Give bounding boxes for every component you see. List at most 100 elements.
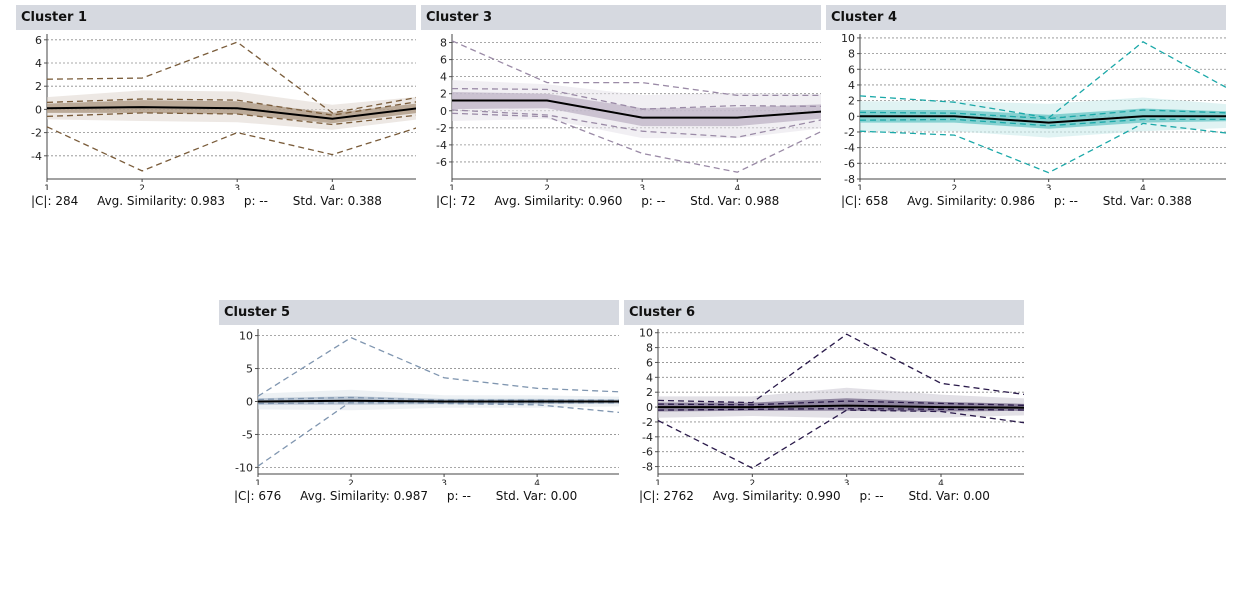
y-tick-label: -4 xyxy=(642,431,653,444)
envelope-line xyxy=(451,112,821,173)
avg-similarity: Avg. Similarity: 0.986 xyxy=(907,194,1035,208)
y-tick-label: -4 xyxy=(31,150,42,163)
y-tick-label: -2 xyxy=(844,126,855,139)
cluster-panel-5: Cluster 5 10 5 0 -5 -10 1 2 3 4 |C|: 676 Avg. Si… xyxy=(219,300,619,510)
envelope-line xyxy=(257,336,619,397)
envelope-line xyxy=(46,112,416,126)
y-tick-label: -6 xyxy=(642,446,653,459)
panel-title: Cluster 4 xyxy=(831,10,898,25)
x-tick-label: 4 xyxy=(734,184,740,190)
panel-title: Cluster 6 xyxy=(629,305,696,320)
y-tick-label: 2 xyxy=(848,95,855,108)
std-var: Std. Var: 0.388 xyxy=(1102,194,1192,208)
panel-header: Cluster 6 xyxy=(624,300,1024,325)
envelope-line xyxy=(257,402,619,405)
panel-header: Cluster 4 xyxy=(826,5,1226,30)
p-value: p: -- xyxy=(446,489,471,503)
envelope-line xyxy=(257,396,619,401)
y-tick-label: 0 xyxy=(246,396,253,409)
x-tick-label: 3 xyxy=(234,184,240,190)
y-tick-label: 2 xyxy=(440,88,447,101)
x-tick-label: 3 xyxy=(1046,184,1052,190)
panel-title: Cluster 3 xyxy=(426,10,493,25)
x-tick-label: 3 xyxy=(639,184,645,190)
y-tick-label: 4 xyxy=(646,371,653,384)
x-tick-label: 1 xyxy=(655,479,661,485)
y-tick-label: -10 xyxy=(235,461,253,474)
std-var: Std. Var: 0.388 xyxy=(292,194,382,208)
x-tick-label: 3 xyxy=(844,479,850,485)
y-tick-label: -5 xyxy=(242,428,253,441)
cluster-chart: 6 4 2 0 -2 -4 1 2 3 4 xyxy=(31,34,416,190)
panel-title: Cluster 1 xyxy=(21,10,88,25)
cluster-chart: 10 5 0 -5 -101 2 3 4 xyxy=(235,329,619,485)
y-tick-label: 0 xyxy=(35,103,42,116)
y-tick-label: 8 xyxy=(440,37,447,50)
y-tick-label: -8 xyxy=(844,173,855,186)
envelope-line xyxy=(657,407,1024,411)
avg-similarity: Avg. Similarity: 0.983 xyxy=(97,194,225,208)
y-tick-label: 10 xyxy=(639,327,653,340)
y-tick-label: 0 xyxy=(848,110,855,123)
y-tick-label: 4 xyxy=(35,57,42,70)
x-tick-label: 1 xyxy=(449,184,455,190)
cluster-stats: |C|: 284 Avg. Similarity: 0.983 p: -- St… xyxy=(31,194,382,208)
cluster-panel-3: Cluster 3 8 6 4 2 0 -2 -4 -6 1 2 3 4 |C|: 72 Avg. S… xyxy=(421,5,821,215)
envelope-line xyxy=(657,333,1024,404)
cluster-panel-1: Cluster 1 6 4 2 0 -2 -4 1 2 3 4 |C|: 284 Avg. Sim… xyxy=(16,5,416,215)
cluster-stats: |C|: 2762 Avg. Similarity: 0.990 p: -- S… xyxy=(639,489,990,503)
envelope-line xyxy=(257,400,619,467)
y-tick-label: 10 xyxy=(239,330,253,343)
x-tick-label: 2 xyxy=(951,184,957,190)
p-value: p: -- xyxy=(243,194,268,208)
envelope-line xyxy=(859,41,1226,119)
x-tick-label: 4 xyxy=(329,184,335,190)
avg-similarity: Avg. Similarity: 0.987 xyxy=(300,489,428,503)
y-tick-label: 4 xyxy=(848,79,855,92)
mean-line xyxy=(860,115,1226,124)
envelope-line xyxy=(451,87,821,110)
x-tick-label: 1 xyxy=(255,479,261,485)
p-value: p: -- xyxy=(641,194,666,208)
envelope-line xyxy=(657,400,1024,406)
mean-line xyxy=(658,404,1024,409)
panel-header: Cluster 3 xyxy=(421,5,821,30)
cluster-size: |C|: 676 xyxy=(234,489,282,503)
x-tick-label: 1 xyxy=(44,184,50,190)
x-tick-label: 4 xyxy=(938,479,944,485)
y-tick-label: 10 xyxy=(841,32,855,45)
x-tick-label: 1 xyxy=(857,184,863,190)
std-var: Std. Var: 0.988 xyxy=(690,194,780,208)
y-tick-label: 0 xyxy=(646,401,653,414)
envelope-line xyxy=(657,409,1024,469)
p-value: p: -- xyxy=(1053,194,1078,208)
y-tick-label: 5 xyxy=(246,363,253,376)
y-tick-label: 0 xyxy=(440,105,447,118)
avg-similarity: Avg. Similarity: 0.960 xyxy=(494,194,623,208)
cluster-panel-4: Cluster 4 10 8 6 4 2 0 -2 -4 -6 -8 1 2 3 4 |C|: 658 A… xyxy=(826,5,1226,215)
x-tick-label: 2 xyxy=(139,184,145,190)
y-tick-label: 6 xyxy=(646,356,653,369)
std-var: Std. Var: 0.00 xyxy=(908,489,990,503)
panel-header: Cluster 1 xyxy=(16,5,416,30)
x-tick-label: 2 xyxy=(348,479,354,485)
cluster-size: |C|: 2762 xyxy=(639,489,694,503)
std-var: Std. Var: 0.00 xyxy=(495,489,578,503)
envelope-line xyxy=(46,41,416,114)
y-tick-label: -2 xyxy=(436,122,447,135)
envelope-line xyxy=(451,109,821,138)
panel-header: Cluster 5 xyxy=(219,300,619,325)
y-tick-label: -6 xyxy=(436,156,447,169)
cluster-size: |C|: 284 xyxy=(31,194,79,208)
envelope-line xyxy=(859,118,1226,127)
y-tick-label: 8 xyxy=(848,48,855,61)
p-value: p: -- xyxy=(859,489,884,503)
y-tick-label: -2 xyxy=(642,416,653,429)
mean-line xyxy=(257,399,619,403)
y-tick-label: 6 xyxy=(440,54,447,67)
x-tick-label: 3 xyxy=(441,479,447,485)
y-tick-label: 4 xyxy=(440,71,447,84)
y-tick-label: -4 xyxy=(436,139,447,152)
